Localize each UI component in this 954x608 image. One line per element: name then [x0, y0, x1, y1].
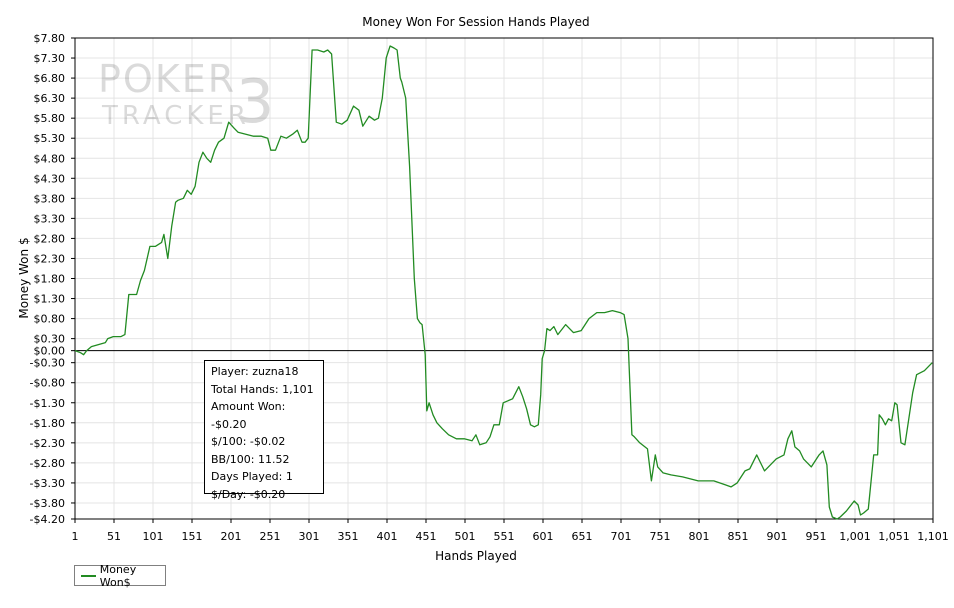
y-tick-label: $7.80	[34, 32, 66, 45]
x-tick-label: 401	[377, 530, 398, 543]
x-tick-label: 301	[299, 530, 320, 543]
legend-label: Money Won$	[99, 562, 137, 589]
x-tick-label: 101	[143, 530, 164, 543]
x-tick-label: 551	[494, 530, 515, 543]
axes: $7.80 $7.30 $6.80 $6.30 $5.80 $5.30 $4.80 $4.30…	[30, 32, 949, 543]
y-tick-label: $4.30	[34, 172, 66, 185]
x-tick-label: 851	[728, 530, 749, 543]
stat-total-hands: Total Hands: 1,101	[211, 382, 314, 396]
y-tick-label: $5.80	[34, 112, 66, 125]
x-tick-label: 151	[182, 530, 203, 543]
y-tick-label: -$3.80	[30, 497, 65, 510]
series-layer	[74, 45, 933, 520]
stat-bb-100: BB/100: 11.52	[211, 452, 290, 466]
x-tick-label: 51	[107, 530, 121, 543]
y-tick-label: $1.30	[34, 293, 66, 306]
x-tick-label: 601	[533, 530, 554, 543]
y-tick-label: $0.00	[34, 345, 66, 358]
y-tick-label: -$2.80	[30, 457, 65, 470]
x-tick-label: 751	[650, 530, 671, 543]
x-tick-label: 1,051	[878, 530, 910, 543]
y-tick-label: -$0.80	[30, 377, 65, 390]
x-tick-label: 451	[416, 530, 437, 543]
y-axis-label: Money Won $	[17, 237, 31, 318]
x-tick-label: 901	[767, 530, 788, 543]
x-tick-label: 651	[572, 530, 593, 543]
y-tick-label: $2.30	[34, 252, 66, 265]
y-tick-label: $6.30	[34, 92, 66, 105]
stat-amount-won: Amount Won: -$0.20	[211, 400, 286, 431]
y-tick-label: $2.80	[34, 232, 66, 245]
x-tick-label: 951	[806, 530, 827, 543]
stats-box: Player: zuzna18 Total Hands: 1,101 Amoun…	[204, 360, 324, 501]
y-tick-label: -$1.80	[30, 417, 65, 430]
chart-title: Money Won For Session Hands Played	[362, 15, 589, 29]
y-tick-label: $3.30	[34, 212, 66, 225]
y-tick-label: $0.30	[34, 333, 66, 346]
x-tick-label: 201	[221, 530, 242, 543]
y-tick-label: -$0.30	[30, 357, 65, 370]
y-tick-label: $3.80	[34, 192, 66, 205]
x-tick-label: 501	[455, 530, 476, 543]
y-tick-label: -$3.30	[30, 477, 65, 490]
x-tick-label: 251	[260, 530, 281, 543]
y-tick-label: $0.80	[34, 313, 66, 326]
stat-player: Player: zuzna18	[211, 365, 299, 378]
x-tick-label: 1	[72, 530, 79, 543]
y-tick-label: $1.80	[34, 273, 66, 286]
plot-frame	[74, 37, 934, 520]
x-tick-label: 1,001	[839, 530, 871, 543]
y-tick-label: $6.80	[34, 72, 66, 85]
y-tick-label: -$1.30	[30, 397, 65, 410]
y-tick-label: $7.30	[34, 52, 66, 65]
x-tick-label: 1,101	[917, 530, 949, 543]
y-tick-label: -$4.20	[30, 513, 65, 526]
x-axis-label: Hands Played	[435, 549, 517, 563]
y-tick-label: $4.80	[34, 152, 66, 165]
stat-days-played: Days Played: 1	[211, 470, 293, 483]
x-tick-label: 351	[338, 530, 359, 543]
x-tick-label: 701	[611, 530, 632, 543]
legend-swatch	[81, 574, 96, 577]
stat-per-day: $/Day: -$0.20	[211, 487, 286, 501]
x-tick-label: 801	[689, 530, 710, 543]
y-tick-label: -$2.30	[30, 437, 65, 450]
y-tick-label: $5.30	[34, 132, 66, 145]
stat-per-100: $/100: -$0.02	[211, 435, 286, 448]
series-line-money-won	[74, 45, 933, 520]
chart-legend: Money Won$	[74, 562, 166, 589]
